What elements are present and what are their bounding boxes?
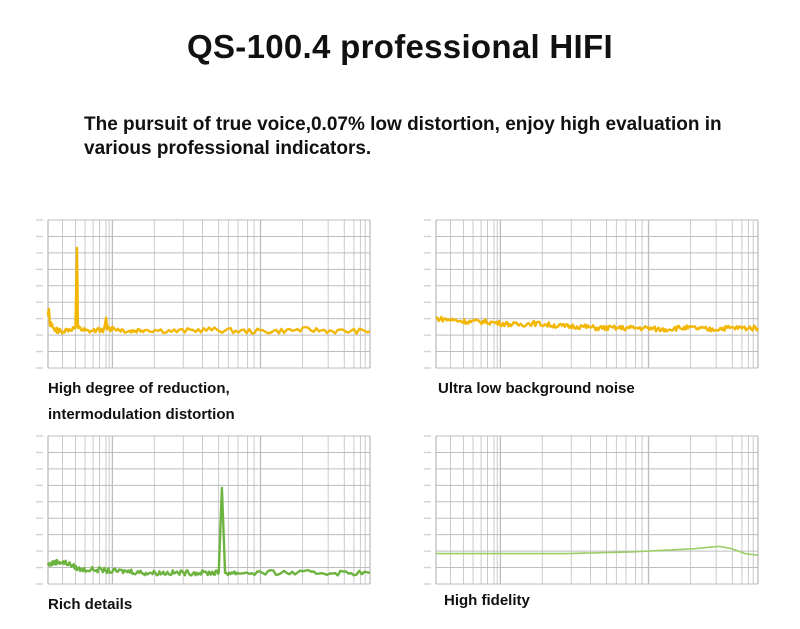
grid — [435, 219, 759, 369]
grid — [47, 435, 371, 585]
caption-line-1: Rich details — [48, 596, 133, 613]
chart-caption-3: Rich details — [48, 592, 132, 618]
chart-1 — [36, 219, 371, 369]
caption-line-1: High fidelity — [444, 592, 530, 609]
series-line — [436, 545, 759, 556]
chart-caption-1: High degree of reduction, intermodulatio… — [48, 376, 235, 428]
series-line — [46, 486, 371, 577]
chart-caption-2: Ultra low background noise — [438, 376, 635, 402]
grid — [47, 219, 371, 369]
page-title: QS-100.4 professional HIFI — [187, 28, 613, 65]
caption-line-1: High degree of reduction, — [48, 380, 230, 397]
chart-3 — [36, 435, 371, 585]
series-line — [46, 246, 371, 335]
series-line — [435, 315, 760, 333]
page-subtitle: The pursuit of true voice,0.07% low dist… — [84, 114, 722, 159]
chart-4 — [424, 435, 759, 585]
chart-caption-4: High fidelity — [444, 588, 530, 614]
chart-2 — [424, 219, 760, 369]
caption-line-2: intermodulation distortion — [48, 406, 235, 423]
caption-line-1: Ultra low background noise — [438, 380, 635, 397]
grid — [435, 435, 759, 585]
